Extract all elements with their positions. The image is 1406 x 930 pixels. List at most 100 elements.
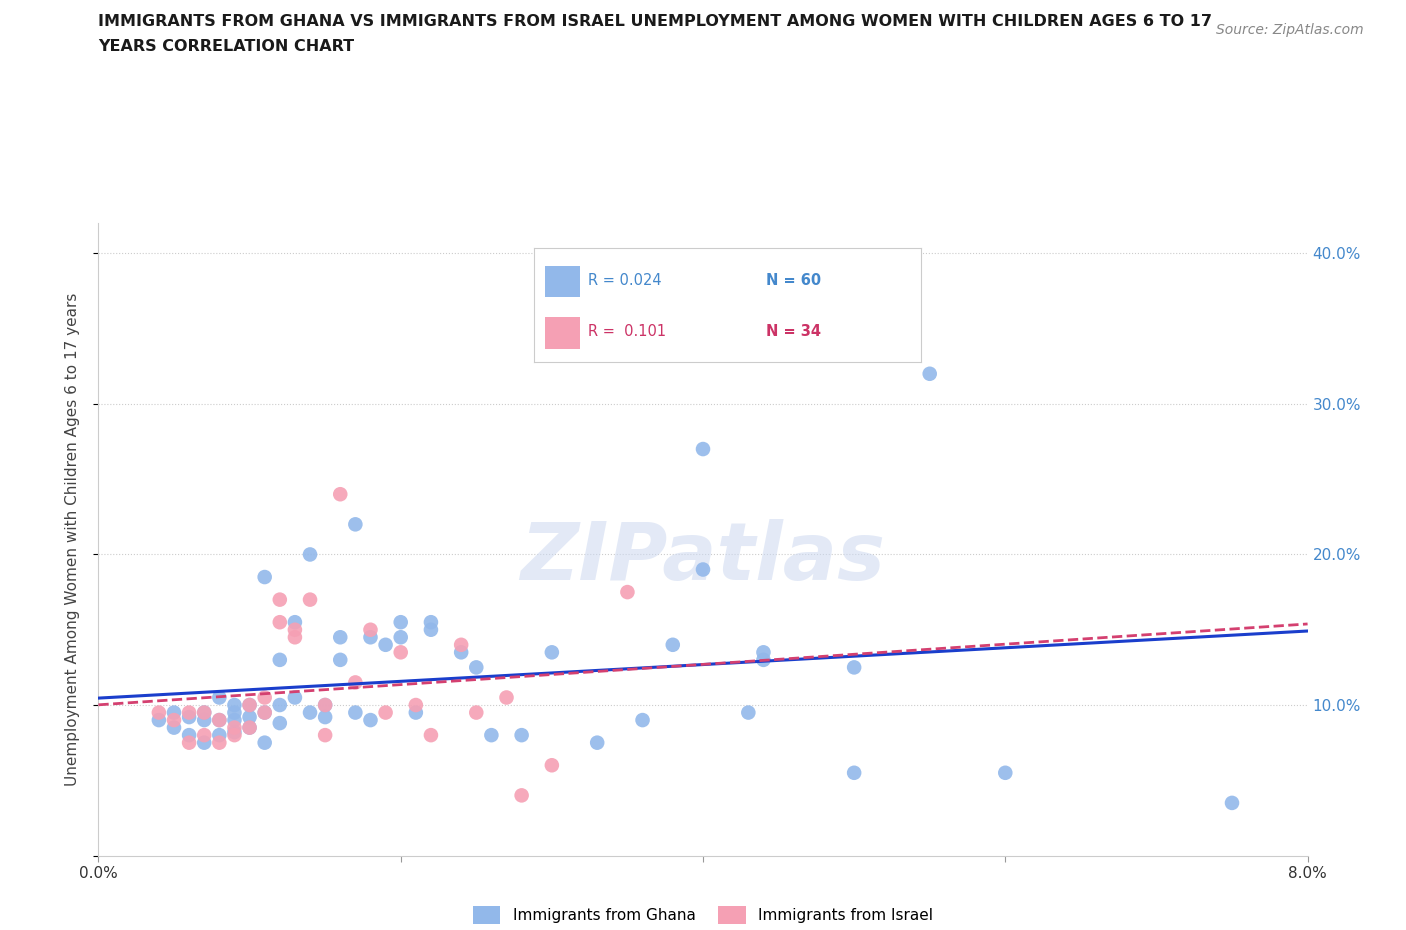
Point: [510, 788, 533, 803]
Point: [360, 622, 382, 637]
Y-axis label: Unemployment Among Women with Children Ages 6 to 17 years: Unemployment Among Women with Children A…: [65, 293, 80, 786]
Point: [239, 710, 262, 724]
Point: [284, 630, 307, 644]
Point: [253, 705, 276, 720]
Point: [239, 698, 262, 712]
Point: [541, 758, 564, 773]
Point: [179, 727, 201, 742]
Point: [239, 720, 262, 735]
Point: [224, 698, 246, 712]
Point: [179, 736, 201, 751]
Point: [450, 644, 472, 659]
Point: [420, 622, 443, 637]
Point: [360, 630, 382, 644]
Point: [269, 592, 291, 607]
Point: [405, 698, 427, 712]
Point: [314, 698, 336, 712]
Point: [269, 716, 291, 731]
Point: [208, 736, 231, 751]
Point: [918, 366, 941, 381]
Point: [299, 592, 322, 607]
Point: [253, 705, 276, 720]
Point: [299, 705, 322, 720]
Point: [284, 622, 307, 637]
Point: [208, 712, 231, 727]
Point: [253, 569, 276, 584]
Point: [269, 615, 291, 630]
Point: [481, 727, 503, 742]
Point: [193, 712, 215, 727]
Point: [208, 712, 231, 727]
Point: [389, 644, 412, 659]
Point: [541, 644, 564, 659]
Point: [662, 637, 685, 652]
Point: [239, 720, 262, 735]
Point: [224, 720, 246, 735]
Point: [844, 765, 866, 780]
Point: [224, 724, 246, 739]
Point: [389, 615, 412, 630]
Point: [329, 630, 352, 644]
Point: [389, 630, 412, 644]
Point: [844, 660, 866, 675]
Point: [465, 660, 488, 675]
Point: [692, 442, 714, 457]
Point: [314, 727, 336, 742]
Point: [179, 705, 201, 720]
Point: [752, 644, 775, 659]
Text: ZIPatlas: ZIPatlas: [520, 519, 886, 597]
Point: [193, 705, 215, 720]
Point: [344, 705, 367, 720]
Point: [405, 705, 427, 720]
Point: [631, 712, 654, 727]
Point: [314, 698, 336, 712]
Point: [344, 517, 367, 532]
Point: [284, 690, 307, 705]
Point: [329, 486, 352, 501]
Point: [163, 720, 186, 735]
Point: [193, 705, 215, 720]
Point: [344, 675, 367, 690]
Text: YEARS CORRELATION CHART: YEARS CORRELATION CHART: [98, 39, 354, 54]
Point: [193, 736, 215, 751]
Point: [374, 705, 396, 720]
Point: [994, 765, 1017, 780]
Point: [465, 705, 488, 720]
Point: [586, 736, 609, 751]
Point: [1220, 795, 1243, 810]
Point: [148, 705, 170, 720]
Point: [299, 547, 322, 562]
Point: [193, 727, 215, 742]
Point: [616, 585, 638, 600]
Text: Source: ZipAtlas.com: Source: ZipAtlas.com: [1216, 23, 1364, 37]
Point: [420, 615, 443, 630]
Point: [163, 712, 186, 727]
Point: [450, 637, 472, 652]
Point: [208, 690, 231, 705]
Point: [179, 710, 201, 724]
Point: [420, 727, 443, 742]
Point: [737, 705, 759, 720]
Point: [510, 727, 533, 742]
Point: [269, 653, 291, 668]
Point: [269, 698, 291, 712]
Text: IMMIGRANTS FROM GHANA VS IMMIGRANTS FROM ISRAEL UNEMPLOYMENT AMONG WOMEN WITH CH: IMMIGRANTS FROM GHANA VS IMMIGRANTS FROM…: [98, 14, 1212, 29]
Point: [752, 653, 775, 668]
Point: [360, 712, 382, 727]
Point: [224, 712, 246, 727]
Point: [224, 705, 246, 720]
Legend: Immigrants from Ghana, Immigrants from Israel: Immigrants from Ghana, Immigrants from I…: [467, 900, 939, 930]
Point: [284, 615, 307, 630]
Point: [253, 736, 276, 751]
Point: [253, 690, 276, 705]
Point: [148, 712, 170, 727]
Point: [374, 637, 396, 652]
Point: [208, 727, 231, 742]
Point: [239, 698, 262, 712]
Point: [692, 562, 714, 577]
Point: [314, 710, 336, 724]
Point: [163, 705, 186, 720]
Point: [224, 727, 246, 742]
Point: [495, 690, 517, 705]
Point: [329, 653, 352, 668]
